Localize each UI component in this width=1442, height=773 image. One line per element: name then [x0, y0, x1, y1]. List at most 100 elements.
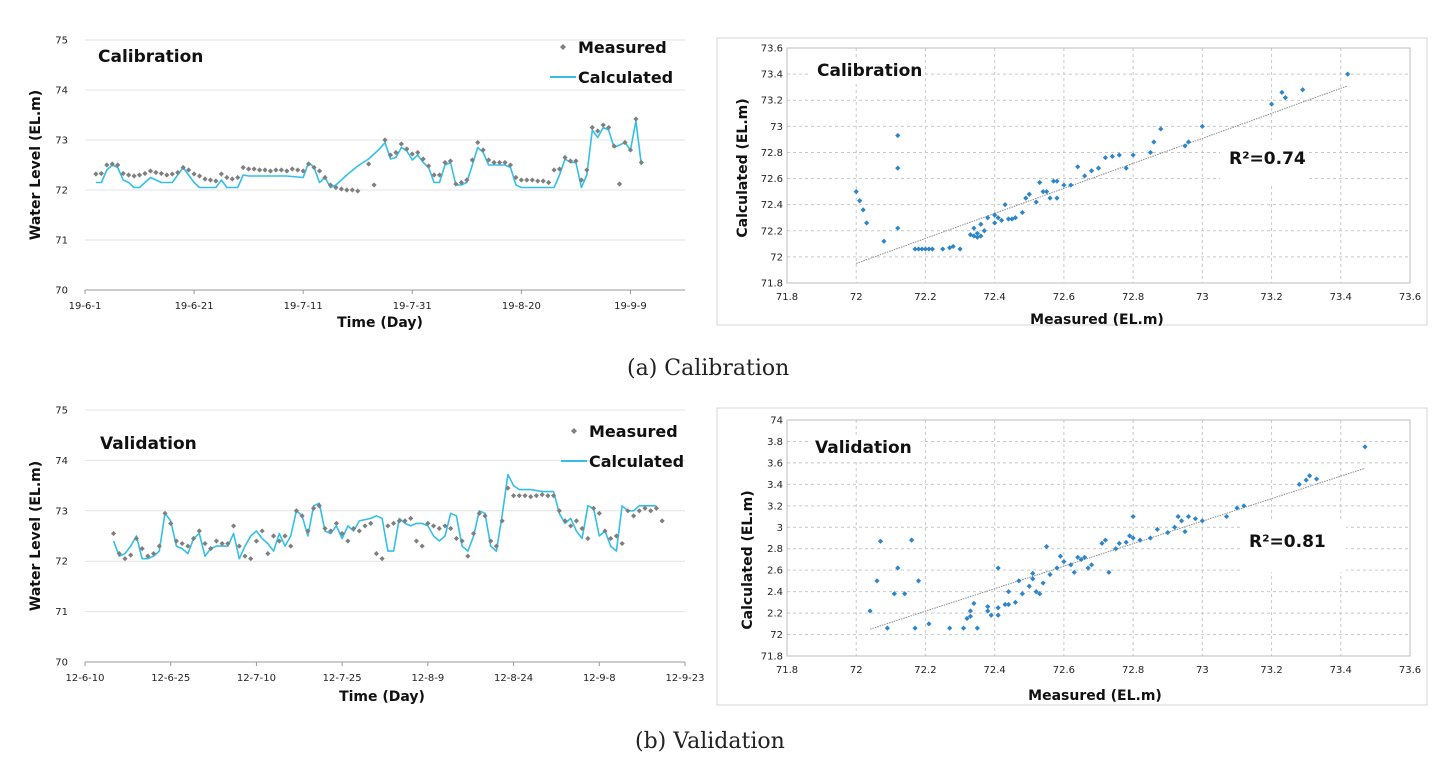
x-tick-label: 12-7-10 — [237, 673, 276, 684]
legend-label-measured: Measured — [589, 422, 678, 441]
y-tick-label: 3.2 — [767, 501, 783, 512]
y-tick-label: 3.6 — [767, 458, 783, 469]
marker-measured — [430, 523, 437, 529]
marker-measured — [464, 177, 470, 183]
scatter-point — [1165, 530, 1171, 536]
marker-measured — [578, 177, 584, 183]
scatter-point — [1026, 583, 1032, 589]
scatter-point — [1037, 179, 1043, 186]
marker-measured — [284, 168, 290, 174]
scatter-point — [1099, 540, 1105, 546]
scatter-point — [1026, 191, 1032, 197]
marker-measured — [448, 525, 454, 532]
scatter-point — [1095, 165, 1102, 171]
scatter-point — [1182, 528, 1188, 535]
marker-measured — [333, 184, 339, 191]
scatter-point — [947, 625, 953, 631]
marker-measured — [278, 167, 284, 173]
x-tick-label: 12-8-9 — [412, 673, 445, 684]
marker-measured — [596, 510, 602, 516]
plot-area-border — [786, 419, 1411, 657]
r2-backdrop — [1240, 522, 1346, 572]
scatter-point — [909, 537, 915, 543]
marker-measured — [156, 543, 162, 549]
scatter-point — [1040, 580, 1046, 586]
scatter-point — [853, 189, 859, 195]
scatter-point — [1109, 153, 1115, 159]
marker-measured — [173, 538, 180, 544]
y-tick-label: 3.8 — [767, 437, 783, 448]
marker-measured — [147, 168, 154, 174]
x-axis-label: Measured (EL.m) — [1030, 312, 1164, 328]
marker-measured — [409, 151, 415, 157]
scatter-point — [1102, 537, 1109, 543]
x-tick-label: 72.6 — [1053, 665, 1075, 676]
marker-measured — [522, 493, 528, 499]
scatter-point — [1137, 537, 1143, 543]
y-tick-label: 3 — [777, 523, 783, 534]
scatter-point — [1002, 202, 1008, 208]
chart-sc_calibration: 71.8 72 72.2 72.4 72.6 72.8 73 73.2 73.4 73.6 71.8… — [716, 37, 1428, 328]
marker-measured — [116, 551, 122, 557]
marker-measured — [513, 174, 519, 181]
scatter-point — [971, 600, 977, 607]
marker-measured — [458, 179, 464, 186]
y-tick-label: 3.4 — [767, 480, 783, 491]
x-tick-label: 12-6-10 — [65, 673, 104, 684]
scatter-point — [1199, 123, 1205, 129]
marker-measured — [240, 164, 246, 171]
marker-measured — [613, 533, 620, 539]
marker-measured — [567, 158, 574, 164]
scatter-point — [1147, 535, 1154, 541]
scatter-point — [1113, 546, 1119, 552]
y-tick-label: 75 — [55, 406, 68, 417]
marker-measured — [230, 523, 237, 529]
scatter-point — [1223, 513, 1230, 520]
marker-measured — [426, 163, 432, 169]
x-tick-label: 19-8-20 — [502, 301, 541, 312]
marker-measured — [316, 168, 323, 174]
scatter-point — [1050, 178, 1057, 184]
scatter-point — [1116, 540, 1122, 546]
marker-measured — [202, 540, 208, 547]
marker-measured — [390, 520, 397, 526]
marker-measured — [196, 528, 202, 534]
scatter-point — [1078, 556, 1084, 563]
y-tick-label: 72 — [770, 252, 783, 263]
marker-measured — [251, 166, 257, 172]
chart-ts_validation: 70 71 72 73 74 75 12-6-10 12-6-25 12-7-10 12-7-25… — [28, 406, 705, 706]
marker-measured — [579, 525, 585, 532]
scatter-point — [1116, 152, 1122, 158]
trendline — [856, 85, 1348, 264]
scatter-point — [1127, 533, 1133, 539]
y-tick-label: 73 — [55, 506, 68, 517]
scatter-point — [1307, 473, 1313, 479]
marker-measured — [387, 152, 394, 158]
scatter-point — [995, 605, 1001, 611]
scatter-point — [1005, 216, 1012, 222]
y-axis-label: Water Level (EL.m) — [28, 90, 44, 240]
scatter-point — [978, 233, 984, 239]
y-tick-label: 73.4 — [761, 70, 783, 81]
marker-measured — [539, 492, 545, 498]
y-tick-label: 2.2 — [767, 609, 783, 620]
x-tick-label: 73.2 — [1260, 292, 1282, 303]
marker-measured — [289, 166, 295, 172]
marker-measured — [190, 535, 197, 542]
marker-measured — [636, 508, 642, 514]
marker-measured — [528, 494, 534, 500]
chart-title: Calibration — [98, 47, 203, 67]
marker-measured — [355, 188, 361, 194]
marker-measured — [142, 170, 148, 177]
scatter-point — [1158, 126, 1164, 132]
x-tick-label: 19-7-11 — [284, 301, 323, 312]
scatter-point — [1300, 87, 1306, 93]
marker-measured — [419, 543, 425, 549]
marker-measured — [93, 171, 99, 177]
scatter-point — [957, 246, 963, 252]
marker-measured — [175, 169, 181, 176]
scatter-point — [1185, 513, 1192, 520]
scatter-point — [857, 198, 863, 204]
marker-measured — [131, 173, 137, 179]
marker-measured — [469, 157, 475, 163]
